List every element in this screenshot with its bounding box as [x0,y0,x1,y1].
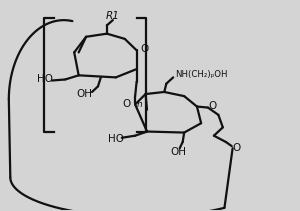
Text: OH: OH [170,147,186,157]
Text: NH(CH₂)ₚOH: NH(CH₂)ₚOH [175,70,227,79]
Text: HO: HO [108,134,124,144]
Text: O: O [122,99,131,110]
Text: O: O [232,143,241,153]
Text: O: O [209,101,217,111]
Text: O: O [140,44,148,54]
Text: n: n [136,100,142,109]
Text: OH: OH [76,89,92,99]
Text: HO: HO [38,74,53,84]
Text: R1: R1 [106,11,120,21]
